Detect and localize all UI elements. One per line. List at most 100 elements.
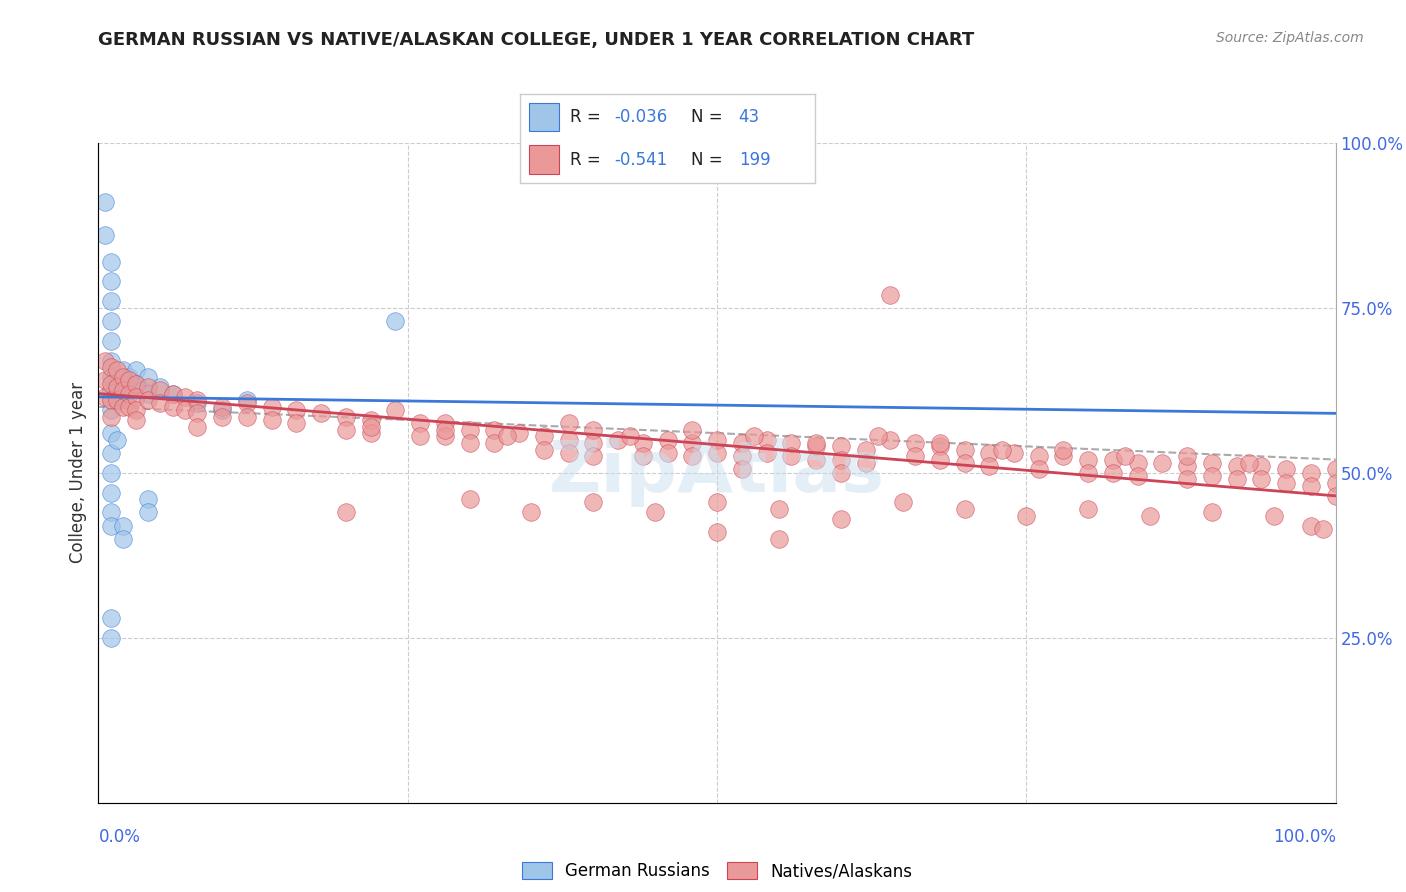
Point [855,442,877,457]
Point [409,429,432,443]
Point [100,294,122,309]
Point [582,436,605,450]
Bar [529,103,558,131]
Point [285,403,308,417]
Point [731,462,754,476]
Point [285,417,308,431]
Point [211,409,233,424]
Point [1015,508,1038,523]
Point [657,433,679,447]
Point [1250,459,1272,474]
Point [953,502,976,516]
Point [830,466,852,480]
Point [1201,469,1223,483]
Point [953,442,976,457]
Text: Source: ZipAtlas.com: Source: ZipAtlas.com [1216,31,1364,45]
Point [1226,472,1249,486]
Point [1201,505,1223,519]
Point [118,386,141,401]
Y-axis label: College, Under 1 year: College, Under 1 year [69,382,87,564]
Point [1028,462,1050,476]
Point [1299,466,1322,480]
Point [804,436,827,450]
Point [1139,508,1161,523]
Point [236,409,259,424]
Point [93,390,115,404]
Point [582,450,605,464]
Point [100,360,122,375]
Point [211,403,233,417]
Point [768,532,790,546]
Point [879,433,901,447]
Point [1175,450,1198,464]
Point [928,436,950,450]
Point [105,433,128,447]
Point [1052,442,1074,457]
Text: N =: N = [692,151,728,169]
Point [582,423,605,437]
Point [124,376,146,391]
Point [1126,469,1149,483]
Point [112,518,135,533]
Point [904,436,927,450]
Point [495,429,517,443]
Point [112,390,135,404]
Point [979,459,1001,474]
Point [1312,522,1334,536]
Point [112,384,135,398]
Point [118,373,141,387]
Point [433,429,456,443]
Point [1077,466,1099,480]
Point [105,380,128,394]
Point [681,423,703,437]
Point [136,380,159,394]
Point [124,376,146,391]
Point [644,505,666,519]
Point [731,450,754,464]
Point [433,423,456,437]
Point [1324,462,1347,476]
Point [557,417,579,431]
Point [236,393,259,408]
Point [174,390,197,404]
Point [879,287,901,301]
Point [804,452,827,467]
Point [866,429,889,443]
Point [105,393,128,408]
Point [1226,459,1249,474]
Point [100,274,122,288]
Point [335,505,357,519]
Point [830,512,852,526]
Point [360,413,382,427]
Point [484,423,506,437]
Point [100,409,122,424]
Point [1152,456,1174,470]
Point [1102,452,1125,467]
Point [100,505,122,519]
Point [112,363,135,377]
Text: 199: 199 [738,151,770,169]
Point [149,380,172,394]
Point [681,450,703,464]
Point [335,423,357,437]
Point [100,376,122,391]
Point [855,456,877,470]
Text: R =: R = [571,108,606,126]
Point [1275,462,1298,476]
Point [100,518,122,533]
Point [780,450,803,464]
Text: 100.0%: 100.0% [1272,828,1336,846]
Point [508,426,530,441]
Point [458,436,481,450]
Point [93,373,115,387]
Text: 0.0%: 0.0% [98,828,141,846]
Point [100,334,122,348]
Point [360,426,382,441]
Point [484,436,506,450]
Point [1052,450,1074,464]
Point [731,436,754,450]
Point [706,525,728,540]
Point [1077,452,1099,467]
Point [260,400,283,414]
Point [105,390,128,404]
